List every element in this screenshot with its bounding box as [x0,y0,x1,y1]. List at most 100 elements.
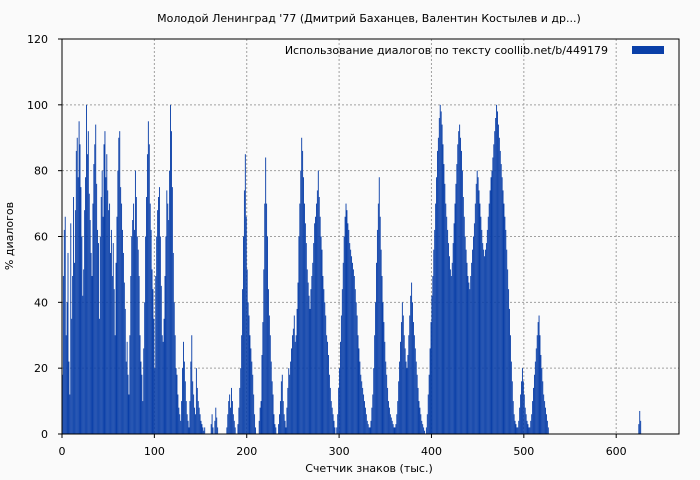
data-bar [435,203,437,434]
data-bar [420,414,422,434]
data-bar [470,276,472,434]
data-bar [99,236,101,434]
data-bar [386,374,388,434]
data-bar [447,229,449,434]
data-bar [336,427,338,434]
data-bar [508,289,510,434]
data-bar [355,302,357,434]
data-bar [193,394,195,434]
data-bar [139,335,141,434]
data-bar [456,164,458,434]
data-bar [271,381,273,434]
data-bar [480,216,482,434]
data-bar [124,308,126,434]
data-bar [377,203,379,434]
data-bar [231,401,233,434]
data-bar [175,368,177,434]
data-bar [94,144,96,434]
data-bar [457,144,459,434]
data-bar [459,124,461,434]
data-bar [368,427,370,434]
axis-ticks: 0 20 40 60 80 100 120 0 100 200 300 400 500 600 [27,33,627,458]
data-bar [491,170,493,435]
data-bar [141,374,143,434]
data-bar [200,420,202,434]
data-bar [145,236,147,434]
data-bar [74,210,76,434]
data-bar [174,335,176,434]
data-bar [268,315,270,434]
data-bar [388,401,389,434]
data-bar [351,256,353,434]
data-bar [452,243,454,434]
data-bar [136,236,138,434]
data-bar [490,177,492,434]
data-bar [162,341,164,434]
data-bar [471,262,473,434]
data-bar [258,420,260,434]
data-bar [245,216,247,434]
x-tick-label: 600 [606,445,627,458]
data-bar [412,302,413,434]
data-bar [289,374,291,434]
data-bar [430,322,432,434]
data-bar [509,308,510,434]
data-bar [399,361,401,434]
data-bar [195,368,197,434]
data-bar [507,269,509,434]
data-bar [526,420,528,434]
data-bar [314,223,316,434]
legend: Использование диалогов по тексту coollib… [285,44,664,57]
data-bar [479,203,481,434]
data-bar [102,216,104,434]
data-bar [366,420,368,434]
data-bar [306,269,308,434]
data-bar [249,335,251,434]
data-bar [437,150,438,435]
data-bar [396,414,398,434]
data-bar [165,236,167,434]
data-bar [483,249,485,434]
data-bar [178,407,180,434]
data-bar [477,177,479,434]
data-bar [453,223,455,434]
data-bar [462,197,464,434]
data-bar [196,387,198,434]
data-bar [152,289,154,434]
data-bar [393,427,395,434]
data-bar [485,249,486,434]
data-bar [412,322,414,434]
data-bar [172,252,174,434]
x-tick-label: 500 [513,445,534,458]
data-bar [101,170,103,435]
data-bar [170,131,172,435]
data-bar [528,427,530,434]
data-bar [138,276,140,434]
data-bar [114,335,116,434]
data-bar [150,229,152,434]
data-bar [253,394,255,434]
data-bar [495,118,497,434]
data-bar [128,394,130,434]
data-bar [284,420,286,434]
data-bar [87,131,89,435]
data-bar [216,417,218,434]
data-bar [379,216,381,434]
data-bar [384,341,386,434]
data-bar [523,394,525,434]
data-bar [542,381,544,434]
data-bar [290,361,292,434]
data-bar [287,387,289,434]
data-bar [347,223,349,434]
data-bar [73,197,74,434]
data-bar [334,427,336,434]
data-bar [281,374,283,434]
data-bar [264,203,266,434]
data-bar [214,420,216,434]
data-bar [383,322,385,434]
data-bar [497,124,499,434]
data-bar [513,414,515,434]
data-bar [492,157,494,434]
data-bar [527,424,529,435]
